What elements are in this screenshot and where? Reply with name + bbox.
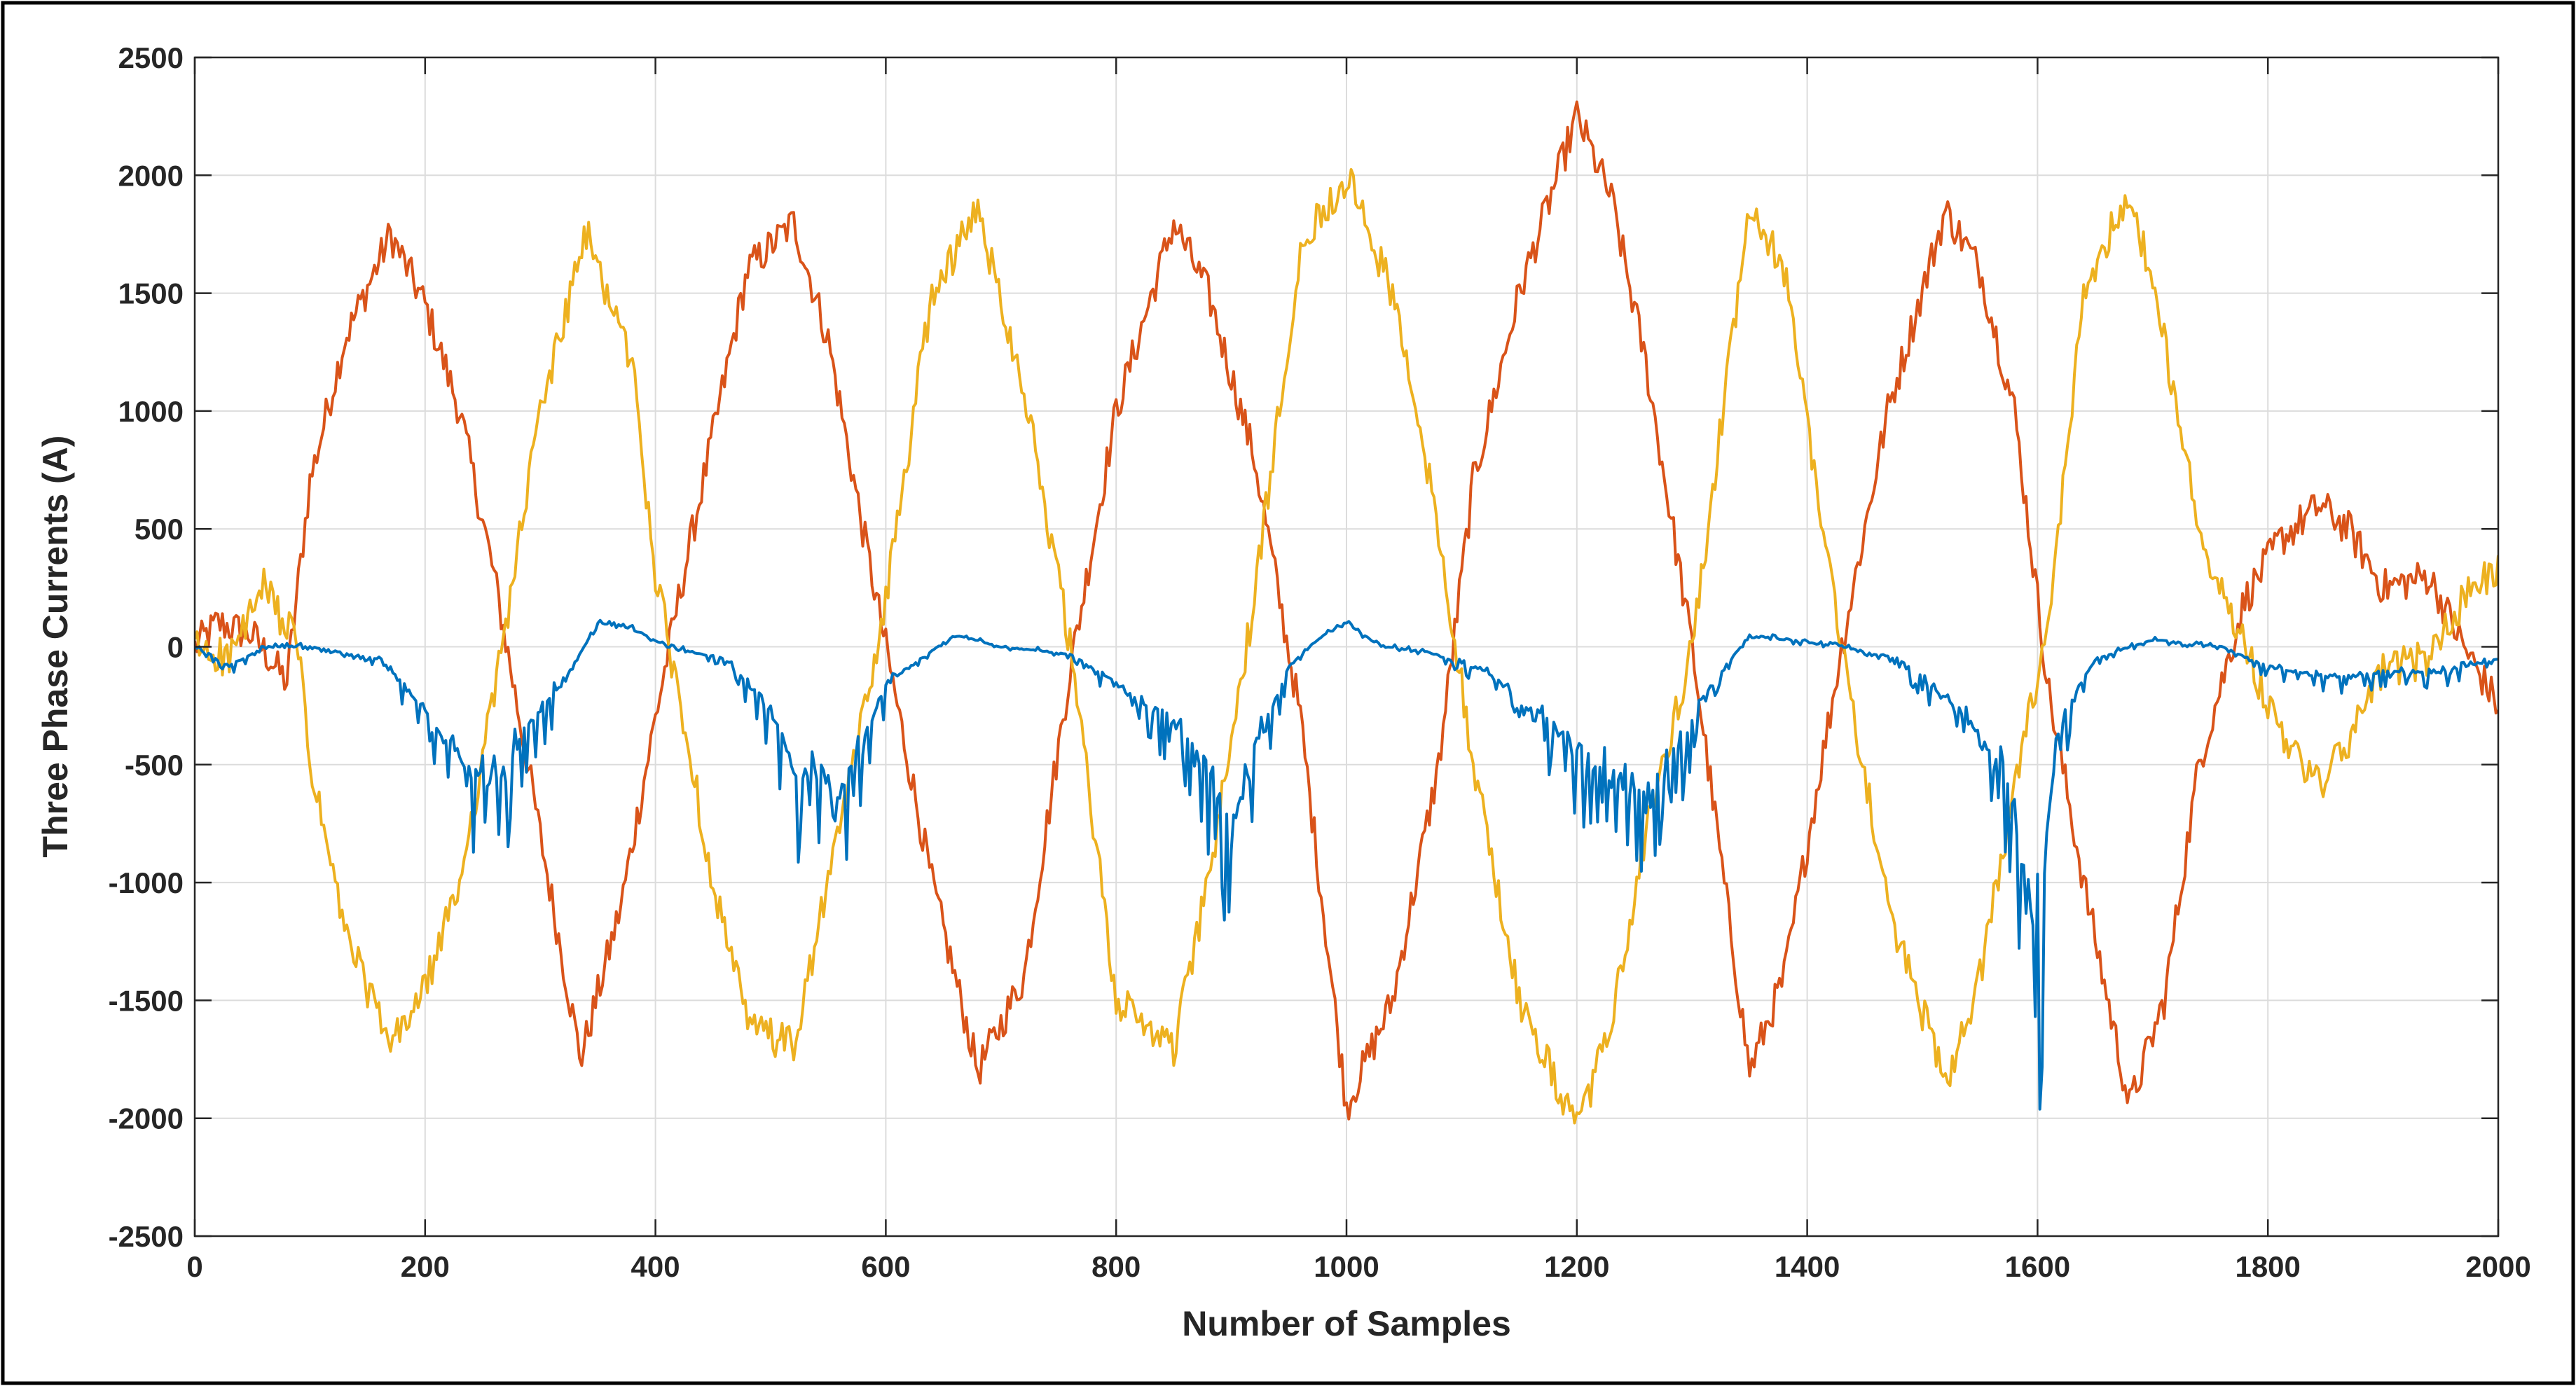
x-tick-label: 1800 [2235,1250,2300,1283]
x-tick-label: 1000 [1314,1250,1379,1283]
y-tick-label: -2000 [109,1102,184,1135]
x-tick-label: 2000 [2465,1250,2530,1283]
x-tick-label: 0 [186,1250,202,1283]
y-tick-label: -1000 [109,866,184,899]
series-group [195,100,2498,1125]
y-tick-label: 0 [167,631,184,664]
y-axis: 2500 2000 1500 1000 500 0 -500 -1000 -1500 -2000 -… [109,41,2498,1253]
y-tick-label: -2500 [109,1220,184,1253]
x-tick-label: 600 [861,1250,910,1283]
series-line-1 [195,100,2498,1121]
y-tick-label: 500 [135,513,184,546]
y-tick-label: 2000 [118,159,184,192]
y-tick-label: 2500 [118,41,184,74]
x-axis: 0 200 400 600 800 1000 1200 1400 1600 1800 2000 [186,57,2531,1283]
x-tick-label: 400 [631,1250,680,1283]
x-tick-label: 1200 [1544,1250,1609,1283]
x-tick-label: 1600 [2005,1250,2070,1283]
x-tick-label: 800 [1091,1250,1141,1283]
y-tick-label: -500 [125,749,184,782]
x-tick-label: 1400 [1775,1250,1840,1283]
y-axis-title: Three Phase Currents (A) [36,436,75,858]
y-tick-label: -1500 [109,984,184,1017]
series-line-2 [195,168,2498,1125]
y-tick-label: 1000 [118,395,184,428]
y-tick-label: 1500 [118,277,184,310]
x-axis-title: Number of Samples [1182,1304,1511,1343]
x-tick-label: 200 [401,1250,450,1283]
series-line-3 [195,618,2498,1111]
